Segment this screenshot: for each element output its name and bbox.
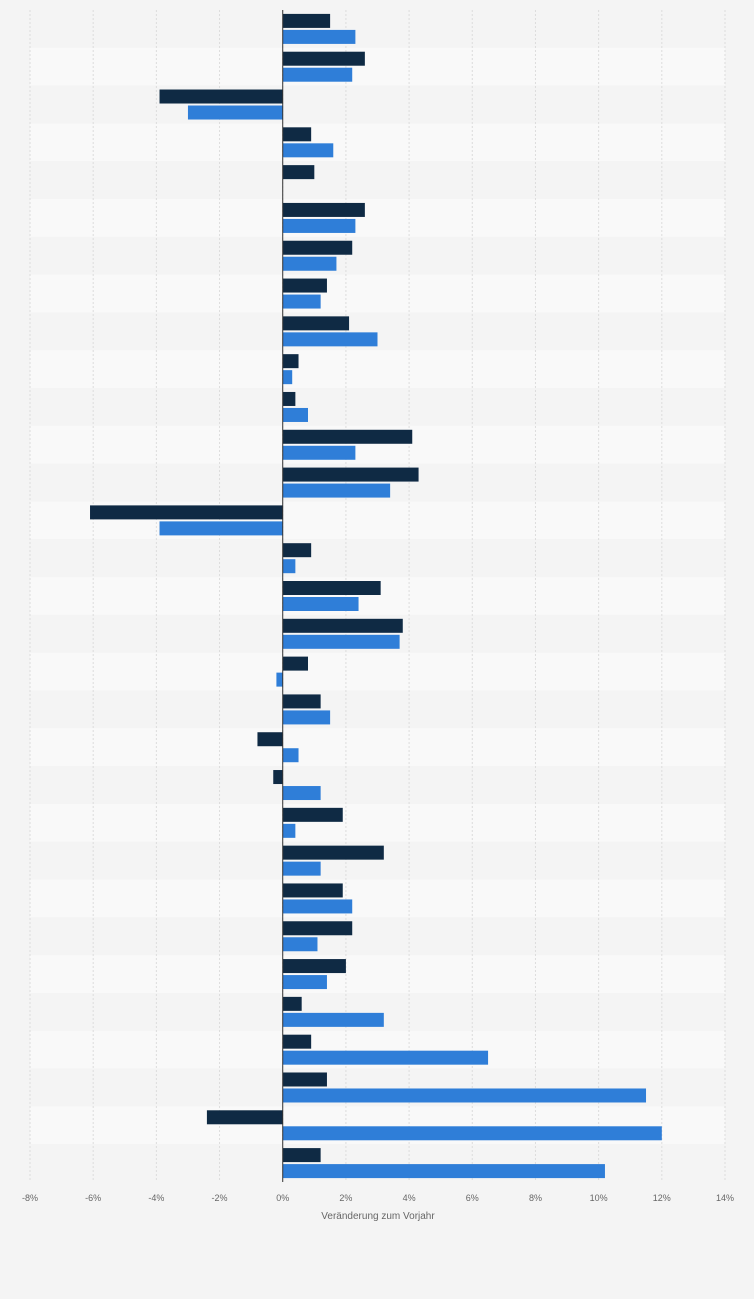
- bar-series-2: [282, 899, 353, 914]
- bar-series-1: [282, 845, 384, 860]
- x-tick-label: 10%: [590, 1193, 608, 1203]
- bar-series-2: [282, 332, 378, 347]
- bar-series-2: [282, 1164, 605, 1179]
- x-tick-label: 4%: [403, 1193, 416, 1203]
- row-bands: [30, 10, 725, 1182]
- bar-series-1: [282, 807, 343, 822]
- row-band: [30, 388, 725, 426]
- row-band: [30, 652, 725, 691]
- bar-series-2: [282, 748, 299, 763]
- bar-series-2: [276, 672, 283, 687]
- bar-series-1: [273, 770, 283, 785]
- row-band: [30, 161, 725, 200]
- bar-series-2: [282, 937, 318, 952]
- bar-series-2: [282, 975, 327, 990]
- x-tick-label: 2%: [339, 1193, 352, 1203]
- bar-series-1: [282, 354, 299, 369]
- row-band: [30, 199, 725, 237]
- bar-series-2: [282, 143, 334, 158]
- bar-series-2: [282, 1088, 647, 1103]
- row-band: [30, 10, 725, 48]
- row-band: [30, 47, 725, 86]
- bar-series-1: [282, 429, 413, 444]
- bar-series-1: [282, 656, 308, 671]
- bar-series-1: [282, 694, 321, 709]
- bar-series-2: [282, 1126, 662, 1141]
- x-tick-label: -8%: [22, 1193, 38, 1203]
- row-band: [30, 955, 725, 993]
- x-tick-label: 6%: [466, 1193, 479, 1203]
- bar-series-1: [282, 883, 343, 898]
- bar-series-1: [282, 1034, 312, 1049]
- bar-series-2: [282, 597, 359, 611]
- row-band: [30, 917, 725, 956]
- bar-series-2: [282, 218, 356, 233]
- row-band: [30, 803, 725, 842]
- bar-series-1: [90, 505, 283, 520]
- bar-series-1: [282, 13, 331, 28]
- bar-series-1: [282, 391, 296, 406]
- bar-series-2: [282, 29, 356, 44]
- bar-series-2: [187, 105, 283, 120]
- bar-series-1: [159, 89, 283, 104]
- bar-series-1: [257, 732, 283, 747]
- x-tick-label: 8%: [529, 1193, 542, 1203]
- bar-series-1: [282, 1148, 321, 1163]
- x-tick-label: -6%: [85, 1193, 101, 1203]
- bars: [90, 13, 662, 1179]
- bar-series-2: [282, 407, 308, 422]
- row-band: [30, 879, 725, 918]
- bar-series-1: [282, 316, 350, 331]
- row-band: [30, 690, 725, 729]
- bar-series-1: [282, 1072, 327, 1087]
- row-band: [30, 123, 725, 162]
- bar-series-2: [282, 710, 331, 725]
- bar-series-1: [282, 581, 381, 595]
- row-band: [30, 274, 725, 313]
- bar-series-2: [282, 67, 353, 82]
- row-band: [30, 539, 725, 578]
- bar-series-1: [282, 543, 312, 558]
- row-band: [30, 85, 725, 124]
- bar-series-1: [282, 618, 403, 633]
- bar-series-1: [282, 51, 365, 66]
- bar-series-2: [282, 861, 321, 876]
- x-tick-label: 0%: [276, 1193, 289, 1203]
- bar-series-2: [282, 1012, 384, 1027]
- bar-series-2: [282, 445, 356, 460]
- bar-series-2: [282, 786, 321, 801]
- row-band: [30, 350, 725, 389]
- bar-series-2: [282, 370, 293, 385]
- x-tick-label: -4%: [148, 1193, 164, 1203]
- bar-series-2: [282, 634, 400, 649]
- x-axis-ticks: -8% -6% -4% -2% 0% 2% 4% 6% 8% 10% 12% 14%: [22, 1193, 734, 1203]
- bar-series-1: [206, 1110, 283, 1125]
- row-band: [30, 728, 725, 767]
- bar-series-2: [282, 1050, 489, 1065]
- bar-series-1: [282, 996, 302, 1011]
- bar-series-1: [282, 921, 353, 936]
- bar-series-2: [282, 559, 296, 574]
- bar-series-2: [282, 483, 391, 498]
- bar-series-2: [282, 823, 296, 838]
- bar-series-2: [159, 521, 283, 536]
- bar-series-1: [282, 959, 346, 974]
- bar-series-1: [282, 165, 315, 180]
- x-tick-label: 14%: [716, 1193, 734, 1203]
- bar-series-1: [282, 467, 419, 482]
- x-tick-label: 12%: [653, 1193, 671, 1203]
- row-band: [30, 236, 725, 275]
- bar-series-1: [282, 278, 327, 293]
- bar-series-1: [282, 240, 353, 255]
- x-tick-label: -2%: [212, 1193, 228, 1203]
- bar-series-1: [282, 202, 365, 217]
- x-axis-title: Veränderung zum Vorjahr: [321, 1211, 435, 1222]
- bar-series-2: [282, 294, 321, 309]
- bar-series-2: [282, 256, 337, 271]
- bar-series-1: [282, 127, 312, 142]
- row-band: [30, 766, 725, 804]
